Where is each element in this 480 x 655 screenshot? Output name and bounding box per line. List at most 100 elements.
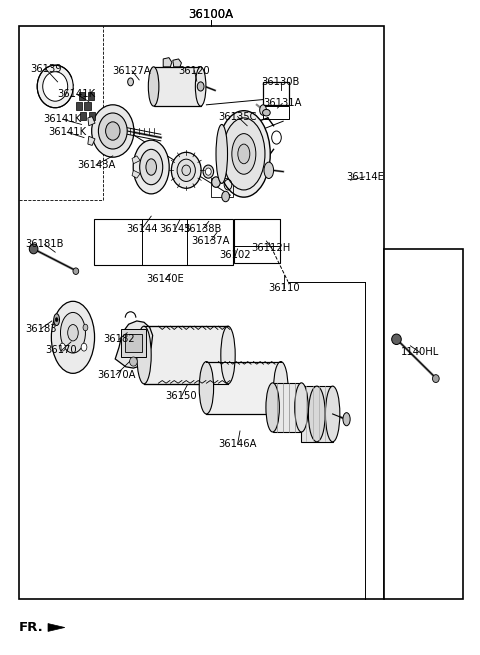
Ellipse shape [216,124,228,183]
Ellipse shape [238,144,250,164]
Bar [94,219,233,265]
Text: 36100A: 36100A [189,8,234,21]
Text: 36145: 36145 [159,224,191,234]
Ellipse shape [197,82,204,91]
Bar [234,219,280,263]
Text: 36120: 36120 [179,66,210,76]
Ellipse shape [222,191,229,202]
Ellipse shape [81,343,87,351]
Ellipse shape [177,159,195,181]
Text: 36114E: 36114E [346,172,384,182]
Ellipse shape [266,383,279,432]
Ellipse shape [203,165,214,178]
Text: 36141K: 36141K [58,89,96,100]
Ellipse shape [223,118,265,190]
Ellipse shape [106,122,120,140]
Text: 36131A: 36131A [263,98,301,109]
Text: 36102: 36102 [219,250,251,261]
Text: 36183: 36183 [25,324,57,334]
Bar [154,67,201,106]
Text: 36143A: 36143A [77,160,115,170]
Ellipse shape [199,362,214,414]
Bar [206,362,281,414]
Ellipse shape [128,78,133,86]
Bar [263,106,289,119]
Text: 36144: 36144 [126,224,157,234]
Ellipse shape [325,386,340,442]
Ellipse shape [92,105,134,157]
Ellipse shape [205,168,211,176]
Bar [301,386,333,442]
Ellipse shape [133,140,169,194]
Ellipse shape [130,357,137,366]
Text: 36182: 36182 [103,334,135,345]
Bar [121,329,146,357]
Text: 36135C: 36135C [218,111,257,122]
Ellipse shape [51,301,95,373]
Bar [88,92,94,100]
Bar [384,249,463,599]
Ellipse shape [432,375,439,383]
Ellipse shape [98,113,127,149]
Bar [211,178,233,196]
Text: 36141K: 36141K [43,114,82,124]
Polygon shape [163,58,172,67]
Ellipse shape [195,67,206,106]
Ellipse shape [274,362,288,414]
Polygon shape [115,321,153,368]
Text: 36181B: 36181B [25,239,64,250]
Polygon shape [48,624,65,631]
Ellipse shape [343,413,350,426]
Bar [144,326,228,384]
Text: 36112H: 36112H [252,242,291,253]
Ellipse shape [182,165,191,176]
Polygon shape [173,59,181,67]
Text: 1140HL: 1140HL [401,347,439,358]
Ellipse shape [148,67,159,106]
Ellipse shape [29,244,38,253]
Ellipse shape [264,162,274,179]
Text: 36138B: 36138B [183,224,222,234]
Bar [273,383,301,432]
Ellipse shape [73,268,79,274]
Bar [76,102,82,110]
Text: 36127A: 36127A [113,66,151,76]
Bar [89,112,95,120]
Ellipse shape [217,111,270,197]
Bar [84,102,91,110]
Bar [80,112,86,120]
Ellipse shape [43,72,68,101]
Text: 36100A: 36100A [189,8,234,21]
Text: 36130B: 36130B [262,77,300,87]
Ellipse shape [83,324,88,331]
Ellipse shape [137,326,151,384]
Ellipse shape [140,149,163,185]
Ellipse shape [55,318,58,322]
Ellipse shape [295,383,308,432]
Text: 36170A: 36170A [97,369,135,380]
Text: 36140E: 36140E [147,274,184,284]
Ellipse shape [232,134,256,174]
Ellipse shape [54,314,60,326]
Text: 36137A: 36137A [191,236,229,246]
Ellipse shape [260,105,266,115]
Ellipse shape [309,386,325,442]
Ellipse shape [263,109,270,116]
Ellipse shape [60,312,85,353]
Text: 36170: 36170 [46,345,77,356]
Polygon shape [88,136,95,145]
Ellipse shape [171,153,201,189]
Ellipse shape [146,159,156,176]
Polygon shape [132,156,140,164]
Bar [125,334,142,352]
Text: 36146A: 36146A [218,439,257,449]
Bar [234,219,280,246]
Bar [79,92,85,100]
Ellipse shape [60,343,65,351]
Ellipse shape [68,325,78,341]
Ellipse shape [221,326,235,384]
Ellipse shape [212,177,220,187]
Text: 36150: 36150 [166,391,197,402]
Ellipse shape [392,334,401,345]
Polygon shape [132,170,140,178]
